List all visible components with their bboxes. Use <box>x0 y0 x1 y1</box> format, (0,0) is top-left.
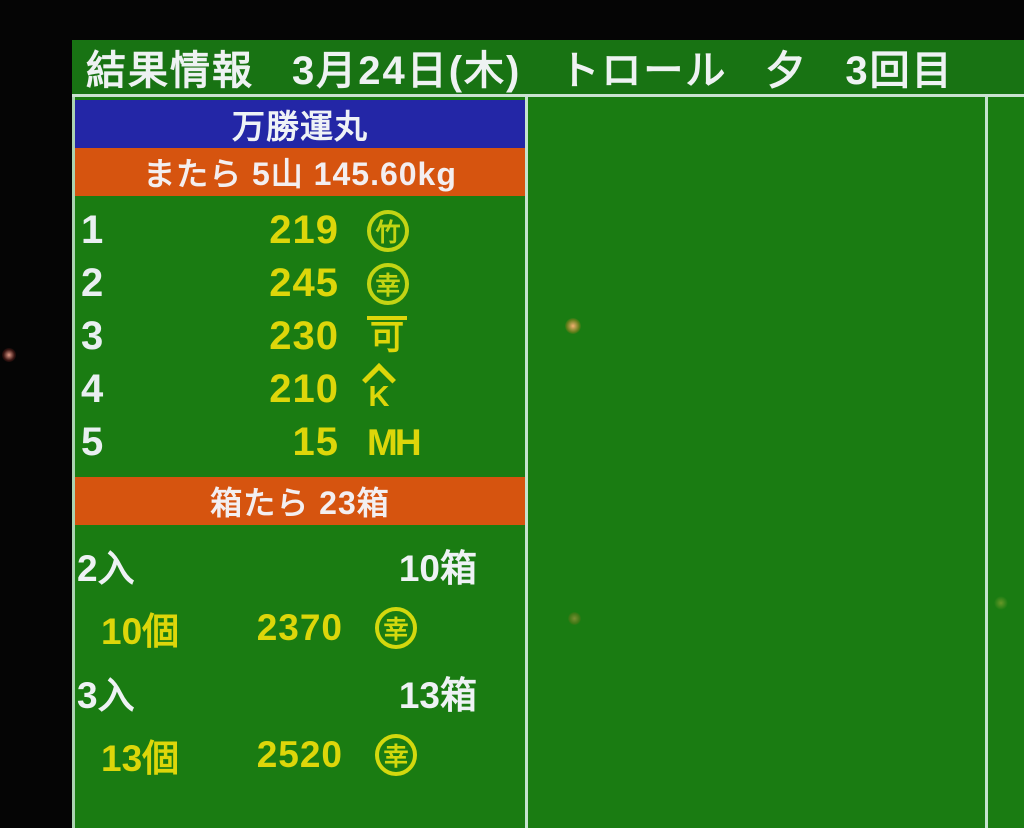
price-value: 219 <box>269 208 339 252</box>
circled-kou-buyer-mark-icon: 幸 <box>375 607 417 649</box>
overlined-ka-buyer-mark-icon: 可 <box>367 316 407 357</box>
header-date: 3月24日(木) <box>292 49 522 93</box>
result-panel: 万勝運丸 またら 5山 145.60kg 1 219 竹 2 245 幸 <box>75 100 525 779</box>
box-count-label: 10箱 <box>398 548 477 589</box>
buyer-mark-cell: MH <box>367 422 427 464</box>
price-value: 245 <box>269 261 339 305</box>
panel-left-edge-line <box>72 97 75 828</box>
mark-glyph: 竹 <box>375 218 401 247</box>
row-number: 1 <box>81 208 104 252</box>
roofed-k-buyer-mark-icon: K <box>362 362 396 413</box>
row-number: 5 <box>81 420 104 464</box>
mark-glyph: 幸 <box>383 743 409 771</box>
row-number: 4 <box>81 367 104 411</box>
buyer-mark-cell: 幸 <box>367 262 427 305</box>
glare-dot <box>568 612 581 625</box>
pack-size-label: 3入 <box>77 675 135 716</box>
table-row: 3 230 可 <box>75 310 525 363</box>
piece-count: 10個 <box>101 611 180 652</box>
mark-glyph: 幸 <box>375 271 401 300</box>
column-divider-right <box>985 97 988 828</box>
table-row: 4 210 K <box>75 362 525 416</box>
header-round: 3回目 <box>845 49 954 93</box>
page-title: 結果情報 <box>86 49 254 93</box>
glare-dot <box>2 348 16 362</box>
lot-summary-banner: またら 5山 145.60kg <box>75 148 525 196</box>
row-number: 2 <box>81 261 104 305</box>
piece-count: 13個 <box>101 738 180 779</box>
buyer-mark-cell: 幸 <box>375 734 435 776</box>
roof-caret-icon <box>362 362 396 397</box>
header-fishing-method: トロール <box>559 49 728 93</box>
table-row: 2 245 幸 <box>75 257 525 310</box>
glare-dot <box>565 318 581 334</box>
vessel-name-banner: 万勝運丸 <box>75 100 525 148</box>
column-divider-mid <box>525 97 528 828</box>
box-group-row: 2入 10箱 <box>75 542 477 589</box>
circled-kou-buyer-mark-icon: 幸 <box>375 734 417 776</box>
pack-size-label: 2入 <box>77 548 135 589</box>
buyer-mark-cell: K <box>362 362 427 413</box>
circled-take-buyer-mark-icon: 竹 <box>367 209 409 252</box>
price-value: 2370 <box>256 607 343 648</box>
table-row: 5 15 MH <box>75 416 525 469</box>
header-divider-line <box>72 94 1024 97</box>
buyer-mark-cell: 幸 <box>375 607 435 649</box>
price-value: 2520 <box>256 734 343 775</box>
boxed-fish-banner: 箱たら 23箱 <box>75 477 525 525</box>
header-bar: 結果情報 3月24日(木) トロール 夕 3回目 <box>72 40 1024 94</box>
row-number: 3 <box>81 314 104 358</box>
mark-glyph: K <box>368 380 390 413</box>
circled-kou-buyer-mark-icon: 幸 <box>367 262 409 305</box>
price-value: 230 <box>269 314 339 358</box>
price-value: 210 <box>269 367 339 411</box>
box-count-label: 13箱 <box>398 675 477 716</box>
table-row: 1 219 竹 <box>75 204 525 257</box>
pile-sale-rows: 1 219 竹 2 245 幸 3 230 <box>75 196 525 469</box>
mark-glyph: 幸 <box>383 616 409 644</box>
box-sale-detail-row: 10個 2370 幸 <box>75 604 525 652</box>
header-session: 夕 <box>765 49 808 93</box>
box-sale-detail-row: 13個 2520 幸 <box>75 731 525 779</box>
price-value: 15 <box>292 420 339 464</box>
buyer-mark-cell: 竹 <box>367 209 427 252</box>
mh-ligature-buyer-mark-icon: MH <box>367 421 422 463</box>
glare-dot <box>994 596 1008 610</box>
box-group-row: 3入 13箱 <box>75 669 477 716</box>
auction-display-screen: 結果情報 3月24日(木) トロール 夕 3回目 万勝運丸 またら 5山 145… <box>72 40 1024 828</box>
buyer-mark-cell: 可 <box>367 316 427 357</box>
